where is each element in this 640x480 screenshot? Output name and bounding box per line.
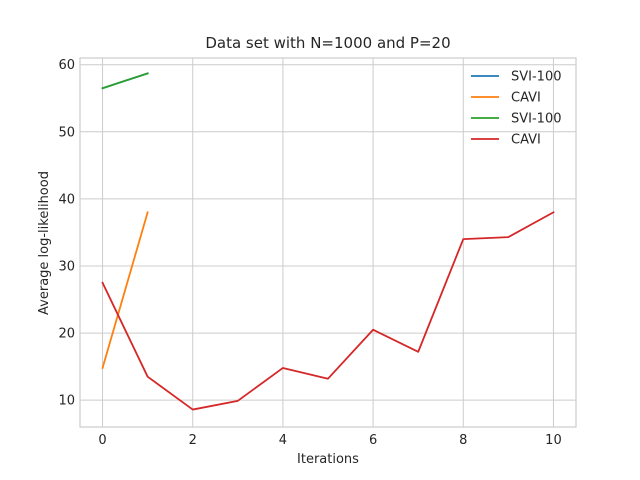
y-axis-label: Average log-likelihood <box>37 171 52 315</box>
legend-label-1: SVI-100 <box>511 70 561 85</box>
x-axis-label: Iterations <box>297 452 359 467</box>
chart-title: Data set with N=1000 and P=20 <box>205 34 450 52</box>
series-layer <box>101 72 555 411</box>
series-line-2 <box>101 211 149 370</box>
tick-layer: 0 2 4 6 8 10 10 20 30 40 50 60 <box>58 58 561 448</box>
x-tick-label: 4 <box>279 433 287 448</box>
y-tick-label: 60 <box>58 58 75 73</box>
y-tick-label: 40 <box>58 192 75 207</box>
x-tick-label: 10 <box>545 433 562 448</box>
y-tick-label: 50 <box>58 125 75 140</box>
legend-label-4: CAVI <box>511 133 541 148</box>
series-line-4 <box>101 211 555 411</box>
x-tick-label: 6 <box>369 433 377 448</box>
legend-label-3: SVI-100 <box>511 112 561 127</box>
y-tick-label: 10 <box>58 394 75 409</box>
plot-frame <box>79 57 577 428</box>
legend: SVI-100 CAVI SVI-100 CAVI <box>471 70 561 148</box>
y-tick-label: 30 <box>58 259 75 274</box>
grid-layer <box>80 58 576 427</box>
series-line-3 <box>101 72 149 90</box>
x-tick-label: 0 <box>98 433 106 448</box>
x-tick-label: 2 <box>189 433 197 448</box>
y-tick-label: 20 <box>58 327 75 342</box>
legend-label-2: CAVI <box>511 91 541 106</box>
x-tick-label: 8 <box>459 433 467 448</box>
